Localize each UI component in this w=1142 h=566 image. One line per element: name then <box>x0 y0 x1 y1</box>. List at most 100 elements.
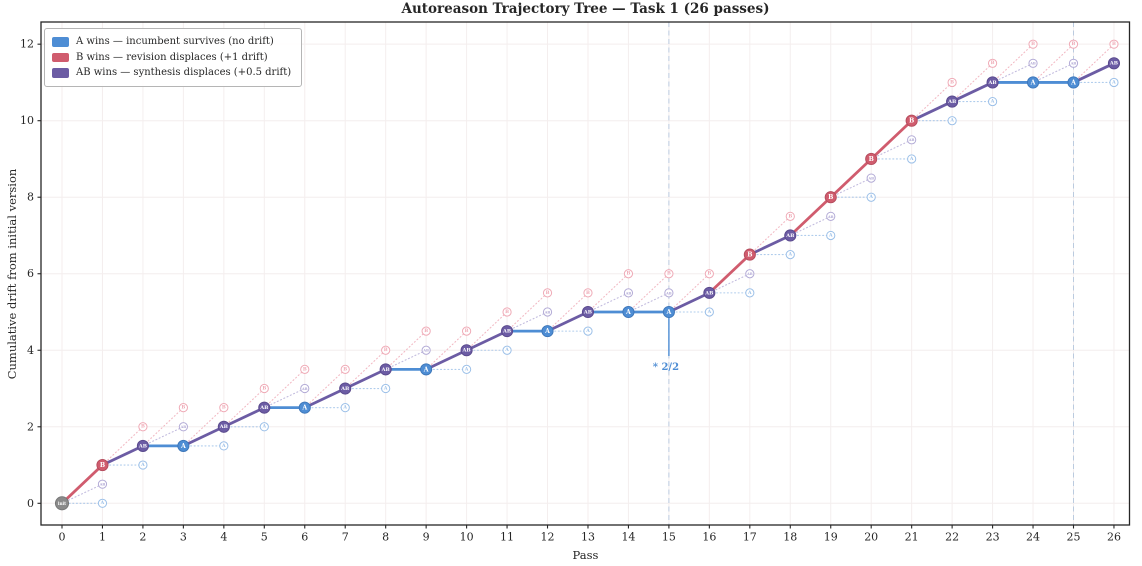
trajectory-node <box>501 325 514 338</box>
x-tick-label: 17 <box>743 531 757 544</box>
ghost-node-label: AB <box>422 349 429 353</box>
x-tick-label: 12 <box>541 531 555 544</box>
ghost-node <box>1028 58 1038 68</box>
ghost-node <box>502 307 512 317</box>
ghost-node <box>623 269 634 279</box>
ghost-node-label: B <box>424 328 428 334</box>
node-label: AB <box>381 367 390 373</box>
ghost-node-label: A <box>262 424 267 430</box>
x-tick-label: 15 <box>662 531 676 544</box>
ghost-node <box>987 58 998 68</box>
ghost-node-label: A <box>140 462 145 468</box>
ghost-connector <box>789 215 832 237</box>
y-tick-label: 10 <box>20 114 34 127</box>
ghost-node-label: B <box>384 347 388 353</box>
ghost-node-label: AB <box>544 310 551 314</box>
y-axis-label: Cumulative drift from initial version <box>5 168 19 380</box>
legend: A wins — incumbent survives (no drift) B… <box>44 28 303 87</box>
node-label: B <box>100 462 105 469</box>
node-label: AB <box>1109 61 1118 67</box>
ghost-node-label: B <box>465 328 469 334</box>
ghost-node-label: A <box>990 98 995 104</box>
legend-entry-ab-wins: AB wins — synthesis displaces (+0.5 drif… <box>52 65 291 81</box>
ghost-node-label: B <box>141 424 145 430</box>
ghost-node-label: B <box>991 60 995 66</box>
trajectory-segment <box>950 81 994 103</box>
trajectory-segment <box>60 463 104 505</box>
ghost-node <box>664 288 674 298</box>
ghost-node-label: A <box>383 385 388 391</box>
ghost-connector <box>587 292 629 313</box>
x-tick-label: 25 <box>1067 531 1081 544</box>
ghost-connector <box>992 62 1034 83</box>
ghost-node-label: AB <box>180 425 187 429</box>
trajectory-node <box>177 439 190 452</box>
legend-entry-b-wins: B wins — revision displaces (+1 drift) <box>52 50 291 66</box>
node-label: B <box>909 118 914 125</box>
trajectory-segment <box>1072 61 1116 84</box>
ghost-connector <box>870 139 913 160</box>
trajectory-node <box>298 401 311 414</box>
ghost-node-label: AB <box>867 176 874 180</box>
trajectory-node <box>824 191 837 204</box>
ghost-node <box>381 383 391 394</box>
legend-label-b: B wins — revision displaces (+1 drift) <box>76 51 268 63</box>
node-label: AB <box>947 99 956 105</box>
trajectory-node <box>986 76 999 89</box>
x-tick-label: 14 <box>621 531 635 544</box>
node-label: A <box>301 405 307 412</box>
ghost-connector <box>668 273 710 313</box>
ghost-node-label: A <box>221 443 226 449</box>
y-tick-label: 2 <box>27 420 34 433</box>
x-tick-label: 4 <box>220 531 227 544</box>
ghost-connector <box>142 407 184 447</box>
ghost-node <box>259 383 269 394</box>
ghost-node <box>623 288 634 298</box>
x-tick-label: 13 <box>581 531 595 544</box>
node-label: AB <box>340 386 349 392</box>
x-tick-label: 11 <box>500 531 514 544</box>
node-label: B <box>869 156 874 163</box>
ghost-node-label: A <box>828 232 833 238</box>
node-label: AB <box>988 80 997 86</box>
trajectory-segment <box>424 348 469 371</box>
ghost-node <box>583 326 593 336</box>
ghost-node <box>138 460 148 470</box>
ghost-node <box>300 383 310 394</box>
trajectory-node <box>258 401 271 414</box>
ghost-connector <box>911 81 953 122</box>
x-tick-label: 16 <box>702 531 716 544</box>
trajectory-node <box>54 496 70 511</box>
trajectory-node <box>622 305 635 319</box>
trajectory-node <box>905 114 918 127</box>
ghost-connector <box>1032 62 1075 83</box>
ghost-connector <box>749 215 791 256</box>
trajectory-node <box>217 420 230 433</box>
ghost-connector <box>506 292 549 332</box>
y-tick-label: 0 <box>27 497 34 510</box>
legend-swatch-ab-icon <box>52 68 69 78</box>
ghost-node-label: AB <box>1029 62 1036 66</box>
x-tick-label: 21 <box>905 531 919 544</box>
x-tick-label: 9 <box>423 531 430 544</box>
ghost-node-label: AB <box>746 272 753 276</box>
ghost-node-label: A <box>747 290 752 296</box>
x-tick-label: 10 <box>460 531 474 544</box>
x-tick-label: 6 <box>301 531 308 544</box>
trajectory-segment <box>910 100 954 123</box>
ghost-connector <box>466 311 508 351</box>
x-tick-label: 18 <box>783 531 797 544</box>
ghost-node-label: A <box>100 500 105 506</box>
trajectory-segment <box>869 119 914 161</box>
ghost-node-label: AB <box>1070 62 1077 66</box>
ghost-node <box>259 422 269 432</box>
ghost-node <box>785 250 795 260</box>
ghost-node <box>866 192 876 202</box>
trajectory-segment <box>707 253 752 295</box>
x-tick-label: 3 <box>180 531 187 544</box>
ghost-node <box>300 364 310 374</box>
ghost-node <box>1028 39 1038 49</box>
ghost-node-label: AB <box>908 138 915 142</box>
trajectory-segment <box>667 291 711 314</box>
x-axis-label: Pass <box>572 548 599 562</box>
